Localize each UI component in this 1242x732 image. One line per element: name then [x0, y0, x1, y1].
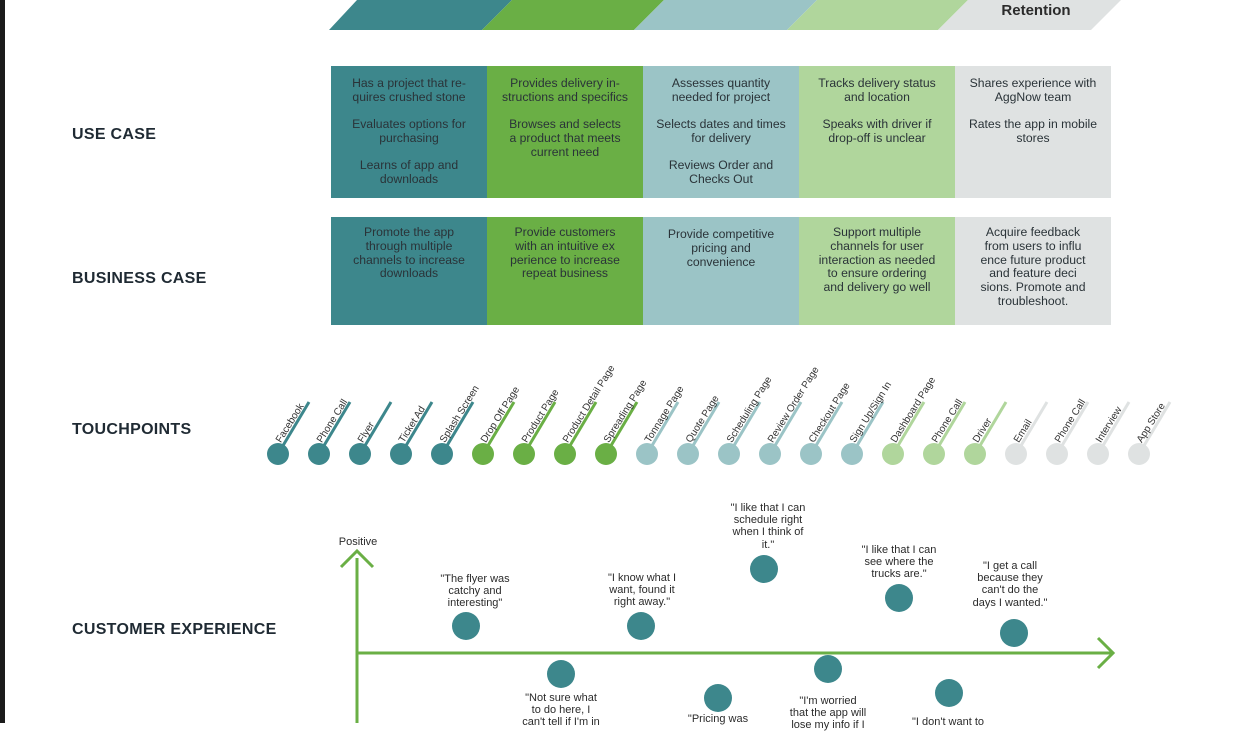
touchpoint-dot: [390, 443, 412, 465]
use-case-card-3: Assesses quantity needed for project Sel…: [643, 66, 799, 198]
touchpoint-label: Checkout Page: [807, 381, 853, 445]
touchpoint-label: Spreading Page: [602, 378, 650, 445]
touchpoint-dot: [349, 443, 371, 465]
touchpoint-dot: [800, 443, 822, 465]
touchpoint-dot: [308, 443, 330, 465]
experience-dot: [814, 655, 842, 683]
experience-horizontal-arrowhead: [1096, 636, 1116, 670]
stage-retention-label: Retention: [1001, 2, 1070, 19]
touchpoint-dot: [554, 443, 576, 465]
touchpoint-label: Interview: [1094, 405, 1125, 445]
stage-arrow-4: [787, 0, 968, 30]
customer-experience-label: CUSTOMER EXPERIENCE: [72, 621, 277, 638]
use-case-card-1-line-3: Learns of app and downloads: [359, 158, 459, 186]
touchpoint-dot: [267, 443, 289, 465]
experience-quote: "The flyer was catchy and interesting": [440, 573, 510, 610]
use-case-card-4: Tracks delivery status and location Spea…: [799, 66, 955, 198]
stage-banner: Retention: [329, 0, 1121, 30]
experience-quote: "I don't want to: [911, 716, 985, 728]
stage-arrow-3: [634, 0, 817, 30]
experience-dot: [935, 679, 963, 707]
use-case-card-2: Provides delivery in- structions and spe…: [487, 66, 643, 198]
touchpoint-label: Drop Off Page: [479, 384, 523, 445]
use-case-card-3-line-2: Selects dates and times for delivery: [656, 117, 786, 145]
touchpoint-dot: [964, 443, 986, 465]
touchpoint-label: Splash Screen: [438, 383, 482, 445]
experience-quote: "Pricing was: [687, 713, 749, 725]
experience-dot: [547, 660, 575, 688]
business-case-card-2: Provide customers with an intuitive ex p…: [487, 217, 643, 325]
experience-dot: [627, 612, 655, 640]
touchpoint-label: Email: [1012, 417, 1035, 445]
business-case-card-5: Acquire feedback from users to influ enc…: [955, 217, 1111, 325]
touchpoint-label: Phone Call: [1053, 397, 1089, 445]
touchpoint-dot: [1005, 443, 1027, 465]
touchpoint-label: Ticket Ad: [397, 404, 428, 445]
touchpoint-dot: [472, 443, 494, 465]
use-case-card-1: Has a project that re- quires crushed st…: [331, 66, 487, 198]
business-case-card-4: Support multiple channels for user inter…: [799, 217, 955, 325]
experience-quote: "I like that I can schedule right when I…: [730, 502, 806, 551]
use-case-card-4-line-2: Speaks with driver if drop-off is unclea…: [822, 117, 932, 145]
touchpoint-label: Scheduling Page: [725, 374, 775, 445]
touchpoint-dot: [513, 443, 535, 465]
touchpoint-label: Driver: [971, 416, 995, 445]
touchpoint-label: Phone Call: [315, 397, 351, 445]
business-case-card-3: Provide competitive pricing and convenie…: [643, 217, 799, 325]
use-case-card-5: Shares experience with AggNow team Rates…: [955, 66, 1111, 198]
experience-quote: "I get a call because they can't do the …: [972, 560, 1048, 609]
touchpoint-label: Facebook: [274, 401, 307, 445]
experience-dot: [704, 684, 732, 712]
touchpoint-dot: [677, 443, 699, 465]
touchpoint-dot: [923, 443, 945, 465]
use-case-card-1-line-2: Evaluates options for purchasing: [352, 117, 466, 145]
use-case-card-4-line-1: Tracks delivery status and location: [818, 76, 936, 104]
touchpoint-dot: [595, 443, 617, 465]
touchpoint-label: App Store: [1135, 401, 1168, 445]
use-case-card-5-line-1: Shares experience with AggNow team: [969, 76, 1097, 104]
touchpoint-dot: [1087, 443, 1109, 465]
use-case-card-2-line-1: Provides delivery in- structions and spe…: [502, 76, 628, 104]
touchpoint-dot: [841, 443, 863, 465]
experience-quote: "I like that I can see where the trucks …: [861, 544, 937, 581]
business-case-label: BUSINESS CASE: [72, 270, 207, 287]
stage-arrow-1: [329, 0, 512, 30]
experience-quote: "I'm worried that the app will lose my i…: [789, 695, 867, 732]
use-case-card-1-line-1: Has a project that re- quires crushed st…: [352, 76, 466, 104]
use-case-card-2-line-2: Browses and selects a product that meets…: [509, 117, 621, 159]
touchpoint-dot: [759, 443, 781, 465]
experience-dot: [452, 612, 480, 640]
experience-vertical-arrowhead: [339, 548, 375, 569]
use-case-label: USE CASE: [72, 126, 157, 143]
experience-quote: "Not sure what to do here, I can't tell …: [522, 692, 600, 729]
use-case-card-3-line-1: Assesses quantity needed for project: [671, 76, 771, 104]
touchpoint-label: Dashboard Page: [889, 375, 939, 445]
touchpoint-label: Flyer: [356, 420, 378, 445]
touchpoint-dot: [1046, 443, 1068, 465]
stage-arrow-5: [938, 0, 1121, 30]
touchpoint-label: Product Page: [520, 387, 562, 445]
experience-dot: [885, 584, 913, 612]
touchpoint-label: Tonnage Page: [643, 384, 687, 445]
use-case-card-3-line-3: Reviews Order and Checks Out: [668, 158, 774, 186]
touchpoint-label: Phone Call: [930, 397, 966, 445]
touchpoint-dot: [636, 443, 658, 465]
use-case-card-5-line-2: Rates the app in mobile stores: [968, 117, 1098, 145]
experience-dot: [750, 555, 778, 583]
stage-arrow-2: [482, 0, 664, 30]
positive-axis-label: Positive: [338, 536, 378, 548]
touchpoint-dot: [882, 443, 904, 465]
window-edge: [0, 0, 5, 723]
touchpoint-dot: [431, 443, 453, 465]
business-case-card-1: Promote the app through multiple channel…: [331, 217, 487, 325]
touchpoint-label: Sign Up/Sign In: [848, 380, 895, 445]
experience-dot: [1000, 619, 1028, 647]
touchpoint-dot: [718, 443, 740, 465]
touchpoint-dot: [1128, 443, 1150, 465]
touchpoint-label: Quote Page: [684, 393, 722, 445]
experience-quote: "I know what I want, found it right away…: [607, 572, 677, 609]
touchpoints-label: TOUCHPOINTS: [72, 421, 192, 438]
